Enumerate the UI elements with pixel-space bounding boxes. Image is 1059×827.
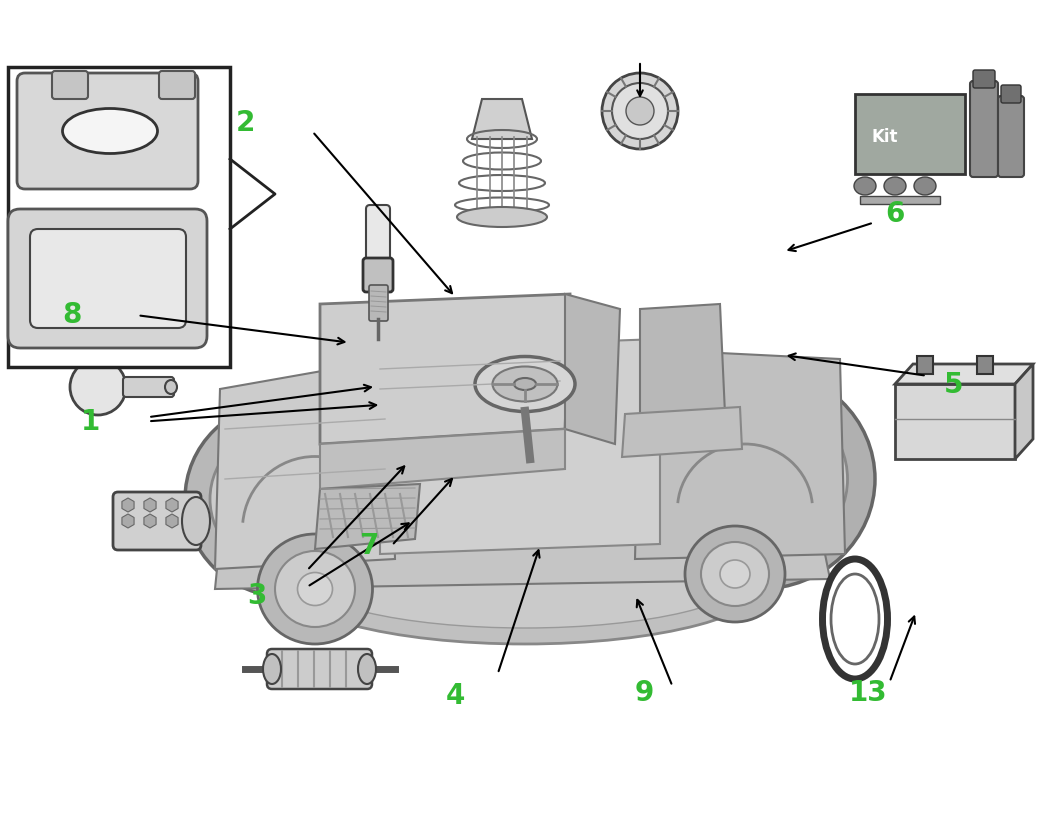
- Polygon shape: [144, 514, 156, 528]
- FancyBboxPatch shape: [17, 74, 198, 189]
- Ellipse shape: [185, 402, 385, 597]
- Polygon shape: [895, 365, 1033, 385]
- Text: 1: 1: [80, 408, 100, 436]
- FancyBboxPatch shape: [369, 285, 388, 322]
- Ellipse shape: [257, 534, 373, 644]
- Text: 3: 3: [248, 581, 267, 609]
- FancyBboxPatch shape: [363, 259, 393, 293]
- Ellipse shape: [701, 543, 769, 606]
- FancyBboxPatch shape: [52, 72, 88, 100]
- Text: 4: 4: [446, 681, 465, 709]
- Bar: [855, 95, 965, 174]
- Circle shape: [612, 84, 668, 140]
- FancyBboxPatch shape: [267, 649, 372, 689]
- FancyBboxPatch shape: [973, 71, 995, 88]
- Ellipse shape: [300, 520, 750, 629]
- Bar: [977, 356, 993, 375]
- Ellipse shape: [914, 178, 936, 196]
- Ellipse shape: [62, 109, 158, 155]
- FancyBboxPatch shape: [970, 82, 998, 178]
- Polygon shape: [122, 514, 134, 528]
- Ellipse shape: [685, 526, 785, 622]
- Ellipse shape: [475, 357, 575, 412]
- Ellipse shape: [672, 395, 847, 563]
- Polygon shape: [166, 514, 178, 528]
- Polygon shape: [635, 350, 845, 559]
- Polygon shape: [566, 294, 620, 444]
- FancyBboxPatch shape: [113, 492, 201, 550]
- Ellipse shape: [248, 463, 323, 535]
- FancyBboxPatch shape: [123, 378, 174, 398]
- Text: 7: 7: [359, 532, 378, 560]
- Polygon shape: [122, 499, 134, 513]
- Ellipse shape: [210, 427, 360, 571]
- Polygon shape: [166, 499, 178, 513]
- Circle shape: [602, 74, 678, 150]
- FancyBboxPatch shape: [8, 210, 207, 348]
- Text: Kit: Kit: [872, 128, 898, 146]
- Text: 6: 6: [885, 199, 904, 227]
- FancyBboxPatch shape: [366, 206, 390, 269]
- Bar: [8, 68, 230, 367]
- Polygon shape: [320, 429, 566, 490]
- Text: 2: 2: [236, 108, 255, 136]
- Ellipse shape: [457, 208, 548, 227]
- Polygon shape: [1015, 365, 1033, 460]
- Polygon shape: [144, 499, 156, 513]
- Polygon shape: [472, 100, 532, 140]
- Ellipse shape: [165, 380, 177, 394]
- FancyBboxPatch shape: [159, 72, 195, 100]
- Bar: [895, 385, 1015, 460]
- Text: 9: 9: [634, 678, 653, 706]
- Ellipse shape: [492, 367, 557, 402]
- Bar: [860, 197, 940, 205]
- Polygon shape: [380, 340, 660, 554]
- Ellipse shape: [514, 379, 536, 390]
- Text: 5: 5: [944, 370, 963, 399]
- Ellipse shape: [854, 178, 876, 196]
- Text: 13: 13: [849, 678, 887, 706]
- Polygon shape: [320, 294, 570, 444]
- Ellipse shape: [358, 654, 376, 684]
- Ellipse shape: [645, 370, 875, 590]
- Ellipse shape: [715, 437, 805, 523]
- Circle shape: [70, 360, 126, 415]
- Text: 8: 8: [62, 300, 82, 328]
- Ellipse shape: [275, 552, 355, 627]
- Polygon shape: [622, 408, 742, 457]
- FancyBboxPatch shape: [1001, 86, 1021, 104]
- Polygon shape: [640, 304, 725, 419]
- Polygon shape: [215, 529, 830, 590]
- Ellipse shape: [280, 514, 770, 644]
- FancyBboxPatch shape: [30, 230, 186, 328]
- Ellipse shape: [298, 573, 333, 605]
- Ellipse shape: [182, 497, 210, 545]
- FancyBboxPatch shape: [998, 97, 1024, 178]
- Ellipse shape: [884, 178, 907, 196]
- Ellipse shape: [720, 561, 750, 588]
- Ellipse shape: [263, 654, 281, 684]
- Polygon shape: [215, 360, 395, 569]
- Bar: [917, 356, 933, 375]
- Circle shape: [626, 98, 654, 126]
- Polygon shape: [315, 485, 420, 549]
